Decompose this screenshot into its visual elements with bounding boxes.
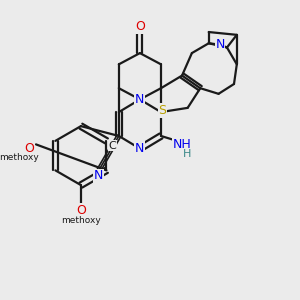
Text: N: N [135, 142, 145, 155]
Text: O: O [24, 142, 34, 155]
Text: methoxy: methoxy [61, 216, 101, 225]
Text: N: N [94, 169, 103, 182]
Text: O: O [76, 204, 86, 217]
Text: H: H [183, 149, 191, 159]
Text: N: N [215, 38, 225, 51]
Text: N: N [135, 93, 145, 106]
Text: methoxy: methoxy [0, 152, 39, 161]
Text: C: C [109, 141, 116, 151]
Text: S: S [158, 104, 166, 117]
Text: NH: NH [173, 138, 191, 151]
Text: O: O [135, 20, 145, 34]
